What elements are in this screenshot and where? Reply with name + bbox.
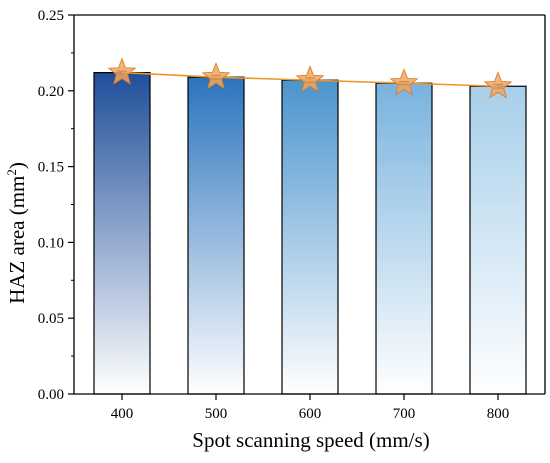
star-marker-800 (483, 71, 513, 99)
y-axis-title: HAZ area (mm2) (4, 162, 29, 304)
x-tick-label: 600 (299, 406, 322, 422)
y-tick-label: 0.20 (38, 84, 64, 100)
y-axis-title-end: ) (5, 162, 29, 169)
x-tick-label: 800 (487, 406, 510, 422)
star-markers-group (107, 57, 513, 99)
y-ticks-group: 0.00 0.05 0.10 0.15 0.20 0.25 (38, 8, 74, 403)
x-ticks-group: 400 500 600 700 800 (111, 394, 510, 422)
y-tick-label: 0.05 (38, 311, 64, 327)
y-tick-label: 0.25 (38, 8, 64, 24)
x-tick-label: 500 (205, 406, 228, 422)
bar-800 (469, 85, 527, 395)
bars-group (93, 72, 527, 395)
y-axis-title-main: HAZ area (mm (5, 176, 29, 304)
y-axis-title-superscript: 2 (4, 169, 19, 176)
bar-500 (187, 76, 245, 395)
star-marker-700 (389, 68, 419, 96)
star-marker-500 (201, 62, 231, 90)
bar-700 (375, 82, 433, 395)
star-marker-600 (295, 65, 325, 93)
y-tick-label: 0.00 (38, 387, 64, 403)
y-tick-label: 0.15 (38, 160, 64, 176)
bar-600 (281, 79, 339, 395)
x-tick-label: 400 (111, 406, 134, 422)
x-axis-title: Spot scanning speed (mm/s) (192, 428, 429, 452)
star-marker-400 (107, 57, 137, 85)
bar-400 (93, 72, 151, 395)
y-tick-label: 0.10 (38, 235, 64, 251)
x-tick-label: 700 (393, 406, 416, 422)
